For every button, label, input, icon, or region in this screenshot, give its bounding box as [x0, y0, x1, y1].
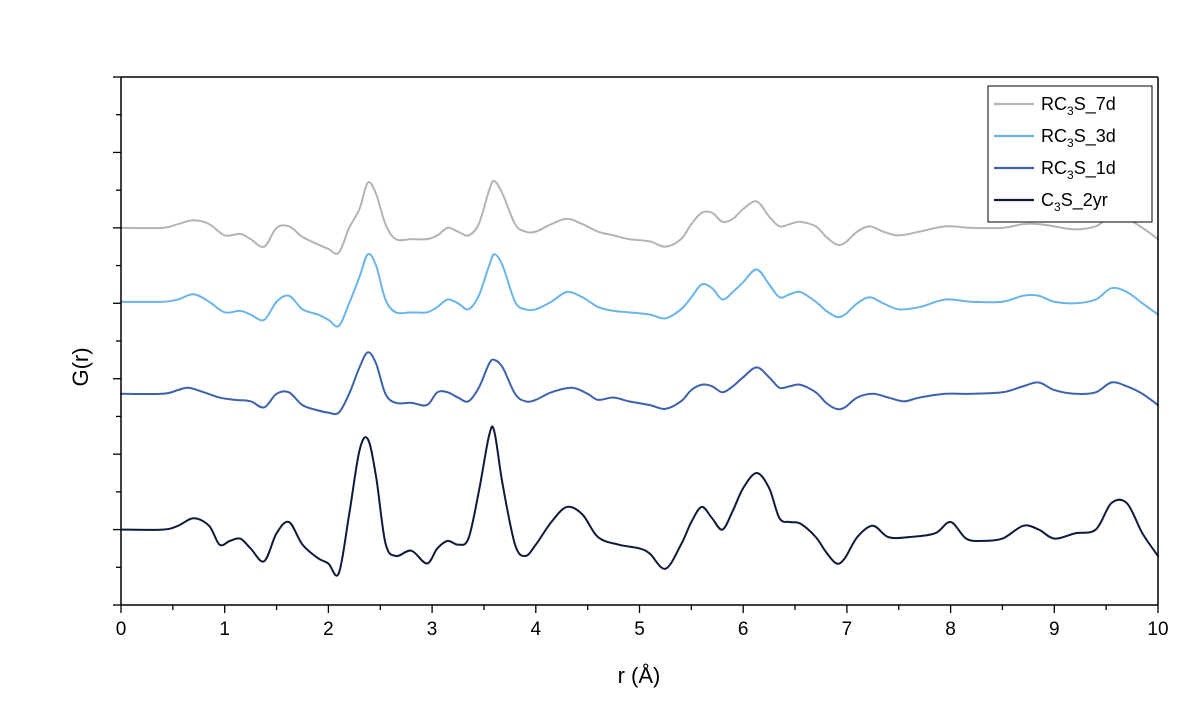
- axes-layer: 0 1 2 3 4 5 6 7 8 9 10: [113, 76, 1169, 640]
- x-tick-label: 5: [634, 619, 645, 640]
- x-axis-title: r (Å): [618, 663, 661, 688]
- x-tick-label: 1: [219, 619, 230, 640]
- legend-label: RC3S_7d: [1041, 94, 1116, 118]
- legend: RC3S_7d RC3S_3d RC3S_1d C3S_2yr: [987, 85, 1153, 223]
- x-tick-label: 4: [531, 619, 542, 640]
- series-line-rc3s-1d: [120, 351, 1159, 416]
- legend-label: C3S_2yr: [1041, 190, 1108, 214]
- legend-label: RC3S_3d: [1041, 126, 1116, 150]
- x-tick-label: 9: [1049, 619, 1060, 640]
- series-layer: [120, 180, 1159, 577]
- x-tick-label: 6: [738, 619, 749, 640]
- x-tick-label: 3: [427, 619, 438, 640]
- x-tick-label: 0: [116, 619, 127, 640]
- y-axis-title: G(r): [68, 347, 93, 386]
- x-tick-label: 7: [842, 619, 853, 640]
- x-tick-label: 2: [323, 619, 334, 640]
- series-line-rc3s-7d: [120, 180, 1159, 255]
- series-line-rc3s-3d: [120, 252, 1159, 328]
- series-line-c3s-2yr: [120, 425, 1159, 577]
- x-tick-label: 8: [945, 619, 956, 640]
- legend-label: RC3S_1d: [1041, 158, 1116, 182]
- x-tick-label: 10: [1147, 619, 1168, 640]
